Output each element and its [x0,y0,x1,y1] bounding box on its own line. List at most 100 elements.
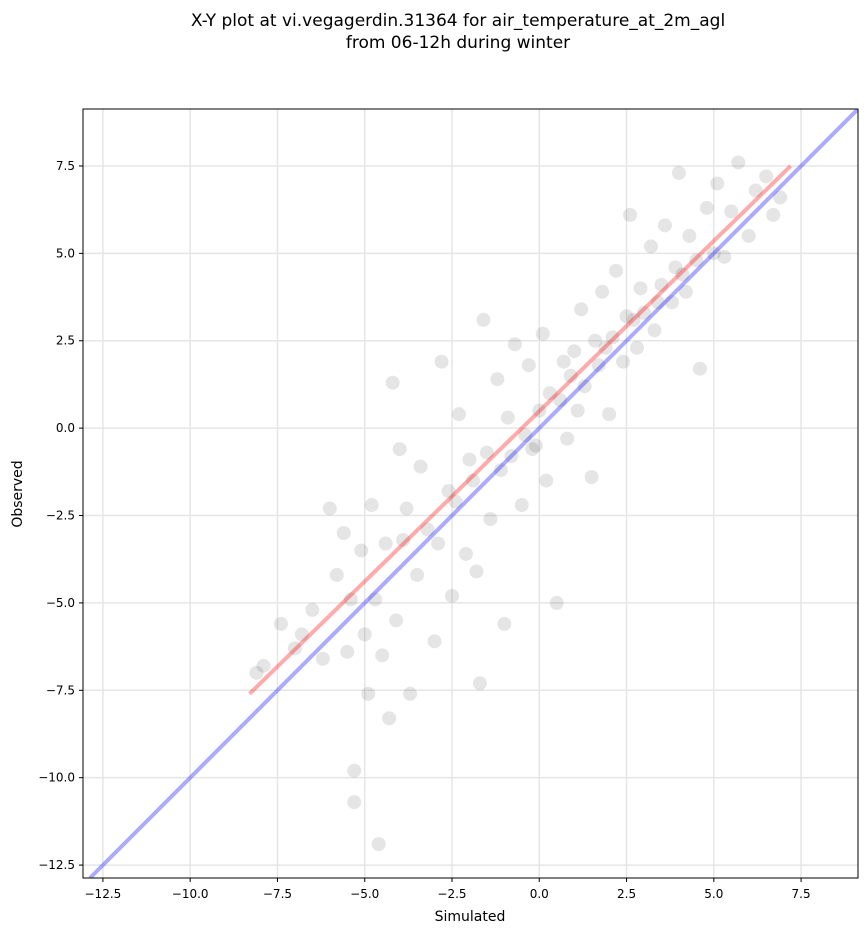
point [637,305,652,320]
x-tick-label: −5.0 [350,887,379,901]
y-tick-label: −12.5 [38,858,75,872]
point [315,651,330,666]
point [602,407,617,422]
y-tick-label: −7.5 [46,683,75,697]
point [668,260,683,275]
point [588,333,603,348]
point [305,602,320,617]
point [518,428,533,443]
point [490,372,505,387]
point [399,501,414,516]
point [256,658,271,673]
point [616,354,631,369]
point [472,676,487,691]
point [699,200,714,215]
point [497,616,512,631]
point [563,368,578,383]
point [294,627,309,642]
point [549,595,564,610]
point [654,277,669,292]
point [462,452,477,467]
chart-title: X-Y plot at vi.vegagerdin.31364 for air_… [191,11,725,31]
point [347,795,362,810]
point [378,536,393,551]
point [368,592,383,607]
point [504,449,519,464]
x-tick-label: 0.0 [530,887,549,901]
x-axis-label: Simulated [435,909,506,925]
point [577,379,592,394]
point [441,484,456,499]
point [560,431,575,446]
chart-title: from 06-12h during winter [346,33,570,53]
point [553,393,568,408]
point [741,228,756,243]
x-tick-label: −10.0 [172,887,209,901]
point [556,354,571,369]
point [731,155,746,170]
point [287,641,302,656]
point [605,330,620,345]
point [249,665,264,680]
point [364,498,379,513]
point [567,344,582,359]
y-tick-label: −5.0 [46,596,75,610]
y-tick-label: 2.5 [56,334,75,348]
point [413,459,428,474]
point [396,532,411,547]
y-tick-label: 5.0 [56,246,75,260]
point [619,309,634,324]
point [521,358,536,373]
point [633,281,648,296]
line [88,109,858,878]
point [675,267,690,282]
point [748,183,763,198]
point [591,358,606,373]
point [322,501,337,516]
point [458,546,473,561]
point [483,512,498,527]
point [357,627,372,642]
y-axis-label: Observed [10,460,26,527]
point [623,207,638,222]
point [343,592,358,607]
y-tick-label: 0.0 [56,421,75,435]
point [434,354,449,369]
point [710,176,725,191]
point [539,473,554,488]
point [717,249,732,264]
point [682,228,697,243]
point [626,312,641,327]
point [427,634,442,649]
y-tick-label: 7.5 [56,159,75,173]
x-tick-label: −12.5 [85,887,122,901]
point [773,190,788,205]
point [347,763,362,778]
point [273,616,288,631]
point [542,386,557,401]
x-tick-label: −2.5 [437,887,466,901]
point [678,284,693,299]
point [766,207,781,222]
point [469,564,484,579]
point [392,442,407,457]
point [584,470,599,485]
point [410,567,425,582]
point [354,543,369,558]
point [371,837,386,852]
point [647,323,662,338]
point [598,340,613,355]
x-tick-label: 2.5 [617,887,636,901]
point [420,522,435,537]
point [476,312,491,327]
point [664,295,679,310]
point [361,686,376,701]
point [479,445,494,460]
point [595,284,610,299]
y-tick-label: −2.5 [46,509,75,523]
point [336,525,351,540]
point [657,218,672,233]
point [532,403,547,418]
point [385,375,400,390]
point [535,326,550,341]
